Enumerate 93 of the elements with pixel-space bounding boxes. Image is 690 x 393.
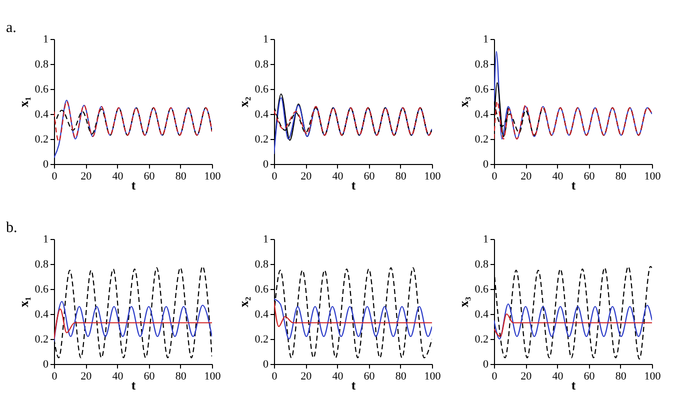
y-tick-label: 0.4 [34,108,49,120]
x-axis-title: t [571,378,576,392]
x-axis-title: t [351,178,356,192]
y-tick-label: 0 [483,158,489,170]
x-tick-label: 80 [615,370,627,382]
y-tick-label: 1 [483,34,488,46]
x-tick-label: 60 [584,370,596,382]
line-series [54,300,212,342]
y-tick-label: 0.4 [474,108,489,120]
y-tick-label: 0.6 [474,84,489,96]
x-axis-title: t [351,378,356,392]
y-tick-label: 0 [263,158,269,170]
x-tick-label: 40 [332,370,344,382]
x-tick-label: 20 [80,370,92,382]
y-axis-title: x₂ [236,96,251,108]
y-axis-title: x₃ [456,96,471,108]
y-tick-label: 1 [483,234,488,246]
x-tick-label: 80 [395,170,407,182]
y-tick-label: 0 [43,358,49,370]
y-tick-label: 0.8 [254,58,269,70]
line-series [274,298,432,340]
x-tick-label: 100 [424,370,442,382]
x-tick-label: 60 [584,170,596,182]
x-tick-label: 40 [112,370,124,382]
y-tick-label: 1 [43,34,48,46]
x-tick-label: 0 [52,170,58,182]
x-tick-label: 20 [520,370,532,382]
x-tick-label: 40 [552,370,564,382]
y-tick-label: 0 [263,358,269,370]
text: b. [6,220,18,236]
y-tick-label: 1 [43,234,48,246]
x-tick-label: 20 [300,370,312,382]
y-tick-label: 0.8 [474,258,489,270]
y-tick-label: 0.8 [254,258,269,270]
y-tick-label: 0.2 [474,134,488,146]
line-series [54,308,212,340]
y-tick-label: 0 [483,358,489,370]
y-tick-label: 1 [263,34,268,46]
y-tick-label: 0.6 [34,84,49,96]
x-tick-label: 0 [272,370,278,382]
y-axis-title: x₃ [456,296,471,308]
y-tick-label: 0.8 [34,58,49,70]
x-tick-label: 100 [204,170,222,182]
x-tick-label: 60 [144,170,156,182]
x-tick-label: 20 [80,170,92,182]
y-tick-label: 0.2 [34,134,48,146]
x-tick-label: 60 [364,370,376,382]
x-tick-label: 20 [520,170,532,182]
x-tick-label: 80 [395,370,407,382]
text: a. [6,20,16,36]
y-tick-label: 0.4 [254,308,269,320]
y-tick-label: 0.6 [474,284,489,296]
line-series [494,313,652,338]
y-tick-label: 0.8 [34,258,49,270]
y-tick-label: 0.2 [254,134,268,146]
x-tick-label: 0 [52,370,58,382]
x-tick-label: 60 [364,170,376,182]
y-tick-label: 1 [263,234,268,246]
line-series [54,100,212,142]
y-tick-label: 0.6 [254,284,269,296]
y-axis-title: x₁ [16,96,31,108]
x-tick-label: 0 [492,370,498,382]
x-tick-label: 40 [112,170,124,182]
y-axis-title: x₁ [16,296,31,308]
y-tick-label: 0.2 [474,334,488,346]
x-tick-label: 40 [552,170,564,182]
line-series [274,300,432,328]
x-axis-title: t [131,178,136,192]
x-axis-title: t [131,378,136,392]
x-tick-label: 80 [175,170,187,182]
x-tick-label: 100 [644,170,662,182]
x-axis-title: t [571,178,576,192]
line-series [494,303,652,340]
y-tick-label: 0.4 [34,308,49,320]
y-tick-label: 0.6 [34,284,49,296]
y-tick-label: 0.2 [34,334,48,346]
y-tick-label: 0.2 [254,334,268,346]
y-tick-label: 0.6 [254,84,269,96]
x-tick-label: 100 [644,370,662,382]
x-tick-label: 20 [300,170,312,182]
y-tick-label: 0.4 [474,308,489,320]
y-tick-label: 0.4 [254,108,269,120]
y-tick-label: 0.8 [474,58,489,70]
y-axis-title: x₂ [236,296,251,308]
x-tick-label: 0 [272,170,278,182]
x-tick-label: 100 [204,370,222,382]
y-tick-label: 0 [43,158,49,170]
x-tick-label: 100 [424,170,442,182]
x-tick-label: 40 [332,170,344,182]
x-tick-label: 60 [144,370,156,382]
x-tick-label: 0 [492,170,498,182]
x-tick-label: 80 [615,170,627,182]
x-tick-label: 80 [175,370,187,382]
